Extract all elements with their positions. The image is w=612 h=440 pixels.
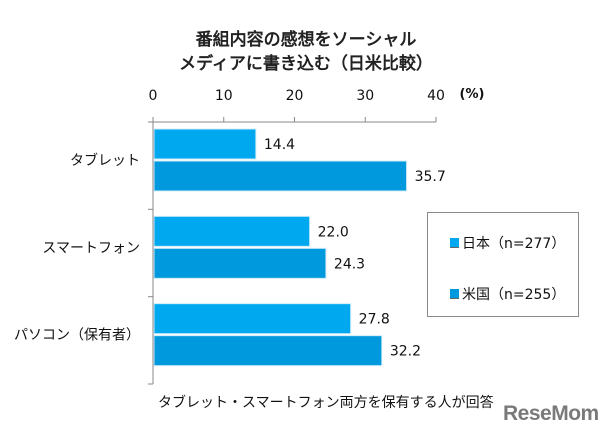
bar-usa bbox=[153, 160, 408, 192]
x-tick-label: 40 bbox=[427, 88, 445, 104]
legend-item-usa: 米国（n=255） bbox=[450, 284, 565, 304]
data-label: 22.0 bbox=[318, 224, 349, 240]
bar-usa bbox=[153, 247, 327, 279]
category-label: スマートフォン bbox=[42, 240, 140, 256]
chart-title-line-1: 番組内容の感想をソーシャル bbox=[195, 30, 417, 50]
bar-japan bbox=[153, 303, 352, 335]
chart-title-line-2: メディアに書き込む（日米比較） bbox=[179, 54, 433, 74]
data-label: 32.2 bbox=[390, 344, 421, 360]
category-label: パソコン（保有者） bbox=[14, 328, 140, 344]
x-tick-label: 10 bbox=[215, 88, 233, 104]
legend-label-japan: 日本（n=277） bbox=[462, 236, 566, 252]
x-tick-label: 30 bbox=[356, 88, 374, 104]
data-label: 14.4 bbox=[264, 137, 295, 153]
legend-swatch-usa bbox=[450, 289, 459, 299]
category-label: タブレット bbox=[70, 152, 140, 169]
bar-japan bbox=[153, 215, 311, 247]
bar-japan bbox=[153, 128, 257, 160]
data-label: 24.3 bbox=[334, 256, 365, 272]
footnote: タブレット・スマートフォン両方を保有する人が回答 bbox=[158, 395, 494, 411]
resemom-logo: ReseMom bbox=[503, 402, 599, 425]
legend: 日本（n=277） 米国（n=255） bbox=[427, 212, 579, 317]
x-unit-label: (%) bbox=[460, 87, 485, 102]
legend-label-usa: 米国（n=255） bbox=[462, 287, 566, 303]
legend-swatch-japan bbox=[450, 238, 459, 248]
bar-usa bbox=[153, 335, 383, 367]
data-label: 35.7 bbox=[415, 169, 446, 185]
data-label: 27.8 bbox=[359, 312, 390, 328]
x-tick-label: 0 bbox=[149, 88, 158, 104]
x-tick-label: 20 bbox=[286, 88, 304, 104]
legend-item-japan: 日本（n=277） bbox=[450, 233, 565, 253]
